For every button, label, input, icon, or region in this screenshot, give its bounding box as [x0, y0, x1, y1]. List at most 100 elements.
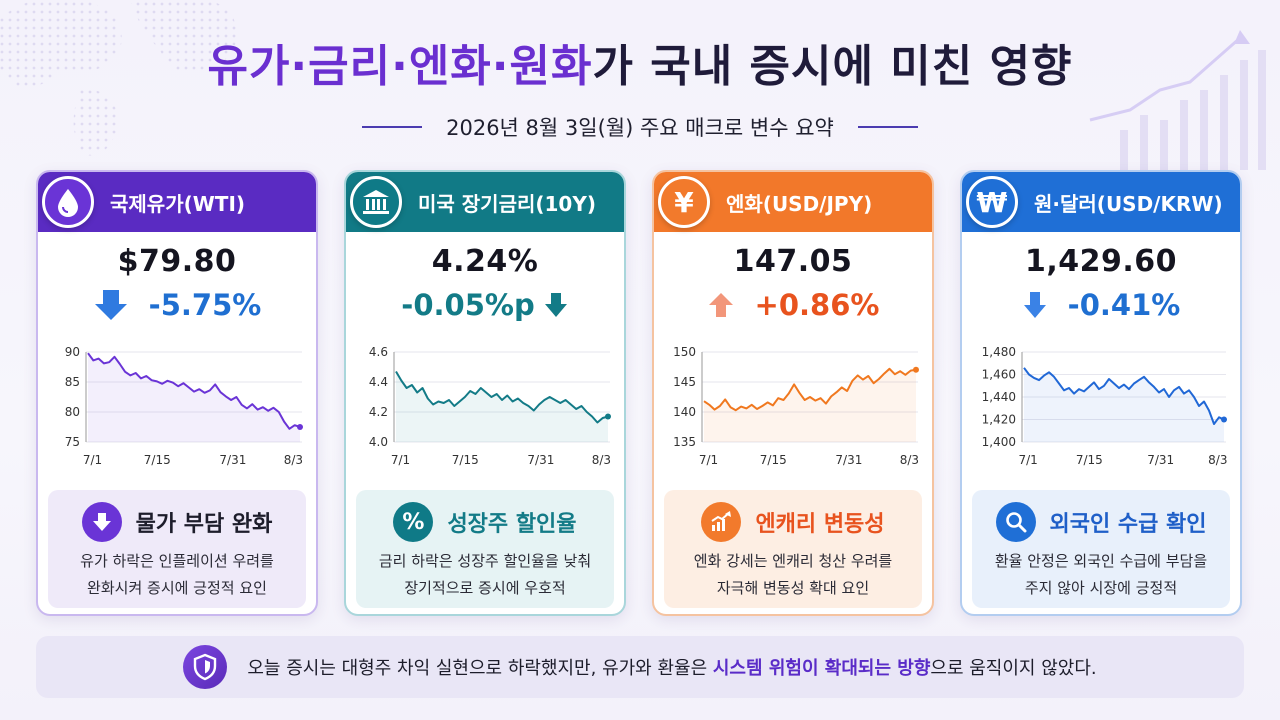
y-tick-label: 80 [65, 405, 80, 419]
y-tick-label: 1,460 [982, 368, 1016, 382]
insight-title: 물가 부담 완화 [135, 512, 273, 537]
down-arrow-icon [544, 293, 567, 317]
series-end-point [297, 424, 303, 430]
insight-line: 금리 하락은 성장주 할인율을 낮춰 [378, 552, 592, 570]
insight-title: 성장주 할인율 [447, 512, 577, 537]
x-tick-label: 8/3 [592, 453, 611, 467]
change-row: -5.75% [38, 285, 316, 325]
price-chart: 90 85 80 757/1 7/15 7/31 8/3 [65, 345, 303, 467]
series-area [704, 368, 916, 442]
x-tick-label: 7/31 [527, 453, 554, 467]
insight-line: 환율 안정은 외국인 수급에 부담을 [994, 552, 1208, 570]
percent-icon: % [393, 502, 434, 542]
insight-body: 엔화 강세는 엔캐리 청산 우려를 자극해 변동성 확대 요인 [664, 548, 922, 602]
price-value: 147.05 [733, 244, 853, 279]
summary-text: 오늘 증시는 대형주 차익 실현으로 하락했지만, 유가와 환율은 시스템 위험… [247, 658, 1097, 679]
y-tick-label: 1,480 [982, 345, 1016, 359]
insight-header: % 성장주 할인율 [356, 502, 614, 542]
x-tick-label: 8/3 [284, 453, 303, 467]
card-header: 미국 장기금리(10Y) [346, 172, 624, 232]
x-tick-label: 7/1 [699, 453, 718, 467]
series-end-point [605, 413, 611, 420]
x-tick-label: 7/15 [452, 453, 479, 467]
page-title: 유가·금리·엔화·원화가 국내 증시에 미친 영향 [207, 41, 1073, 92]
x-tick-label: 7/15 [760, 453, 787, 467]
insight-body: 유가 하락은 인플레이션 우려를 완화시켜 증시에 긍정적 요인 [48, 548, 306, 602]
card-header: ₩ 원·달러(USD/KRW) [962, 172, 1240, 232]
trend-decoration [1089, 30, 1266, 170]
card-title: 원·달러(USD/KRW) [1034, 191, 1223, 216]
y-tick-label: 4.2 [369, 405, 388, 419]
insight-header: 물가 부담 완화 [48, 502, 306, 542]
down-arrow-icon [81, 502, 122, 542]
subtitle-row: 2026년 8월 3일(월) 주요 매크로 변수 요약 [0, 112, 1280, 142]
card-header: 국제유가(WTI) [38, 172, 316, 232]
insight-line: 자극해 변동성 확대 요인 [716, 579, 870, 597]
won-icon: ₩ [966, 176, 1018, 228]
y-tick-label: 4.4 [369, 375, 388, 389]
insight-line: 엔화 강세는 엔캐리 청산 우려를 [693, 552, 893, 570]
y-tick-label: 150 [673, 345, 696, 359]
series-end-point [913, 366, 919, 373]
x-tick-label: 8/3 [900, 453, 919, 467]
card-header: ¥ 엔화(USD/JPY) [654, 172, 932, 232]
price-value: 1,429.60 [1024, 244, 1178, 279]
card-usd-jpy: ¥ 엔화(USD/JPY) 147.05 +0.86% 150 145 140 135… [652, 170, 934, 616]
oil-drop-icon [42, 176, 94, 228]
change-value: -0.05%p [401, 288, 535, 322]
x-tick-label: 7/31 [835, 453, 862, 467]
series-area [88, 353, 300, 442]
yen-icon: ¥ [658, 176, 710, 228]
chart-growth-icon [701, 502, 742, 542]
series-line [1023, 367, 1225, 425]
change-row: -0.41% [962, 285, 1240, 325]
series-line [395, 370, 609, 424]
series-line [87, 352, 301, 430]
insight-body: 환율 안정은 외국인 수급에 부담을 주지 않아 시장에 긍정적 [972, 548, 1230, 602]
change-value: -5.75% [148, 288, 262, 322]
y-tick-label: 1,420 [982, 413, 1016, 427]
y-tick-label: 135 [673, 435, 696, 449]
x-tick-label: 7/15 [1076, 453, 1103, 467]
card-title: 엔화(USD/JPY) [726, 191, 873, 216]
x-tick-label: 7/1 [391, 453, 410, 467]
insight-header: 외국인 수급 확인 [972, 502, 1230, 542]
y-tick-label: 90 [65, 345, 80, 359]
card-wti: 국제유가(WTI) $79.80 -5.75% 90 85 80 75 7/1 7/15 7… [36, 170, 318, 616]
insight-box: 물가 부담 완화 유가 하락은 인플레이션 우려를 완화시켜 증시에 긍정적 요… [48, 490, 306, 608]
price-value: $79.80 [117, 244, 237, 279]
insight-body: 금리 하락은 성장주 할인율을 낮춰 장기적으로 증시에 우호적 [356, 548, 614, 602]
down-arrow-icon [1023, 292, 1046, 318]
search-icon [995, 502, 1036, 542]
card-usd-krw: ₩ 원·달러(USD/KRW) 1,429.60 -0.41% 1,480 1,4… [960, 170, 1242, 616]
x-tick-label: 7/1 [1018, 453, 1037, 467]
insight-line: 주지 않아 시장에 긍정적 [1024, 579, 1178, 597]
world-map-decoration [0, 0, 237, 156]
card-title: 국제유가(WTI) [110, 191, 246, 216]
insight-line: 장기적으로 증시에 우호적 [404, 579, 566, 597]
x-tick-label: 8/3 [1208, 453, 1227, 467]
x-tick-label: 7/31 [219, 453, 246, 467]
insight-box: 엔캐리 변동성 엔화 강세는 엔캐리 청산 우려를 자극해 변동성 확대 요인 [664, 490, 922, 608]
summary-banner: 오늘 증시는 대형주 차익 실현으로 하락했지만, 유가와 환율은 시스템 위험… [36, 636, 1244, 698]
insight-box: % 성장주 할인율 금리 하락은 성장주 할인율을 낮춰 장기적으로 증시에 우… [356, 490, 614, 608]
series-line [703, 367, 917, 412]
up-arrow-icon [708, 293, 733, 317]
series-area [396, 371, 608, 442]
down-arrow-icon [94, 290, 127, 320]
subtitle: 2026년 8월 3일(월) 주요 매크로 변수 요약 [446, 116, 834, 140]
y-tick-label: 140 [673, 405, 696, 419]
insight-title: 엔캐리 변동성 [755, 512, 885, 537]
y-tick-label: 4.6 [369, 345, 388, 359]
change-value: +0.86% [754, 288, 880, 322]
price-value: 4.24% [431, 244, 539, 279]
y-tick-label: 1,400 [982, 435, 1016, 449]
summary-highlight: 시스템 위험이 확대되는 방향 [712, 658, 931, 679]
bank-building-icon [350, 176, 402, 228]
subtitle-divider-left [362, 126, 423, 128]
subtitle-divider-right [857, 126, 918, 128]
insight-line: 유가 하락은 인플레이션 우려를 [80, 552, 274, 570]
insight-box: 외국인 수급 확인 환율 안정은 외국인 수급에 부담을 주지 않아 시장에 긍… [972, 490, 1230, 608]
